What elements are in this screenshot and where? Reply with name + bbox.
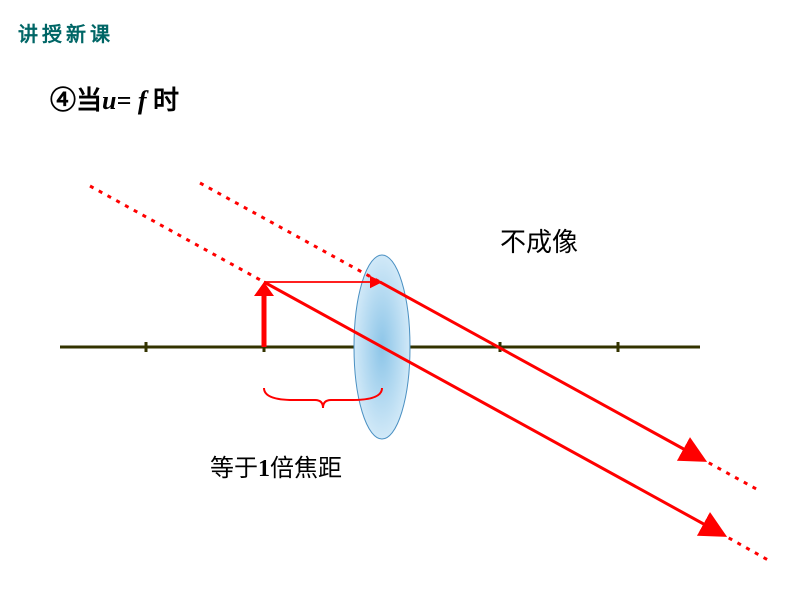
ray-refracted-ext-before [200,183,380,282]
ray-through-center [264,282,720,533]
ray-center-ext-after [720,533,768,560]
ray-refracted [380,282,700,458]
ray-center-ext-before [90,186,264,282]
object-arrow [254,282,274,347]
ray-refracted-ext-after [700,458,760,491]
optics-diagram [0,0,794,596]
